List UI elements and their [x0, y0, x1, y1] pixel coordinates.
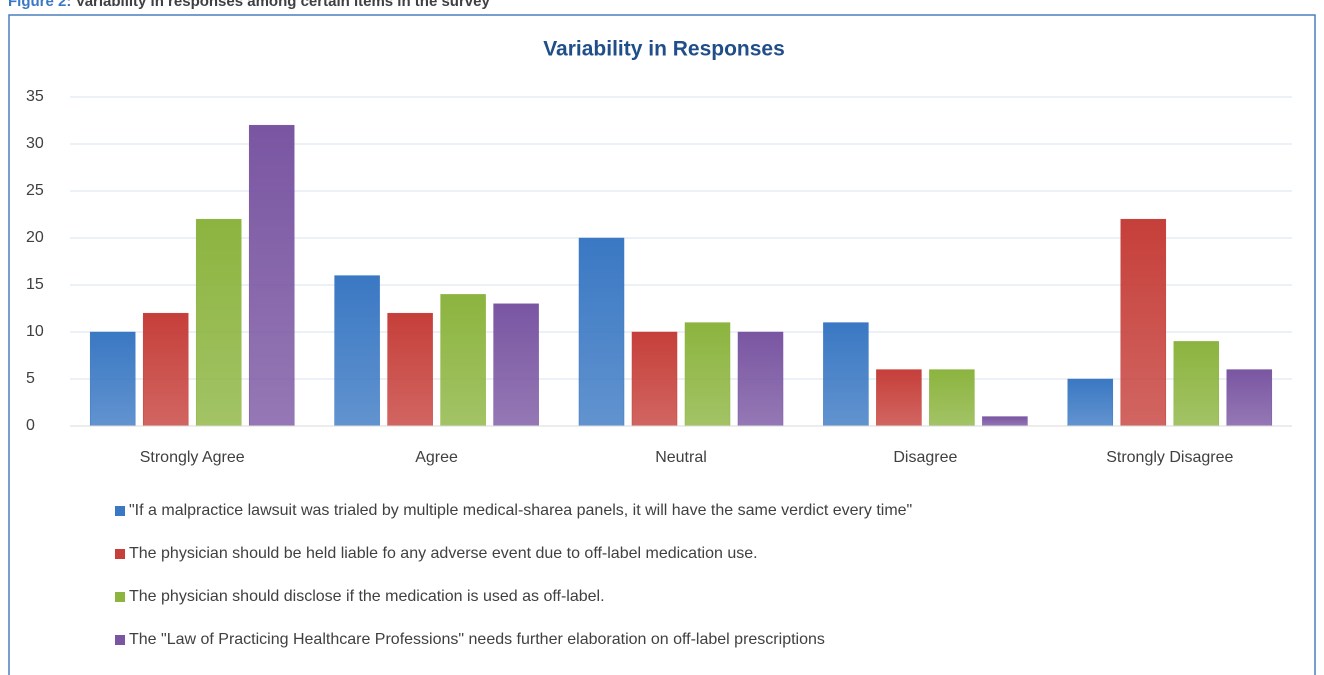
bar	[578, 237, 625, 427]
bar	[1120, 218, 1167, 427]
y-tick-label: 30	[26, 135, 44, 152]
bar	[440, 294, 486, 427]
legend-label: The "Law of Practicing Healthcare Profes…	[129, 631, 825, 648]
x-tick-label: Strongly Agree	[140, 449, 245, 466]
x-tick-label: Neutral	[655, 449, 707, 466]
x-tick-label: Disagree	[893, 449, 957, 466]
bar	[1226, 369, 1273, 427]
legend-swatch	[115, 635, 125, 645]
bar	[982, 416, 1028, 427]
bar	[876, 369, 922, 427]
bar	[493, 303, 539, 427]
y-tick-label: 0	[26, 417, 35, 434]
y-tick-label: 20	[26, 229, 44, 246]
chart-title: Variability in Responses	[543, 38, 785, 61]
caption: Figure 2: Variability in responses among…	[8, 0, 490, 10]
y-tick-label: 15	[26, 276, 44, 293]
bar	[142, 312, 189, 427]
bar	[195, 218, 242, 427]
bar	[929, 369, 975, 427]
legend-swatch	[115, 506, 125, 516]
chart-frame	[8, 14, 1316, 675]
bar	[334, 275, 380, 427]
bar	[823, 322, 869, 427]
bar	[737, 331, 784, 427]
legend-label: The physician should be held liable fo a…	[129, 545, 758, 562]
legend-swatch	[115, 592, 125, 602]
x-tick-label: Agree	[415, 449, 458, 466]
y-tick-label: 10	[26, 323, 44, 340]
bar	[387, 312, 433, 427]
caption-text: Variability in responses among certain i…	[76, 0, 491, 10]
y-tick-label: 35	[26, 88, 44, 105]
bar	[89, 331, 136, 427]
y-tick-label: 5	[26, 370, 35, 387]
bar	[631, 331, 678, 427]
legend-label: "If a malpractice lawsuit was trialed by…	[129, 502, 912, 519]
legend-swatch	[115, 549, 125, 559]
y-tick-label: 25	[26, 182, 44, 199]
bar	[684, 322, 731, 427]
bar	[1173, 341, 1220, 427]
bar	[1067, 378, 1114, 427]
caption-label: Figure 2:	[8, 0, 71, 10]
x-tick-label: Strongly Disagree	[1106, 449, 1233, 466]
legend-label: The physician should disclose if the med…	[129, 588, 605, 605]
bar	[248, 124, 295, 427]
